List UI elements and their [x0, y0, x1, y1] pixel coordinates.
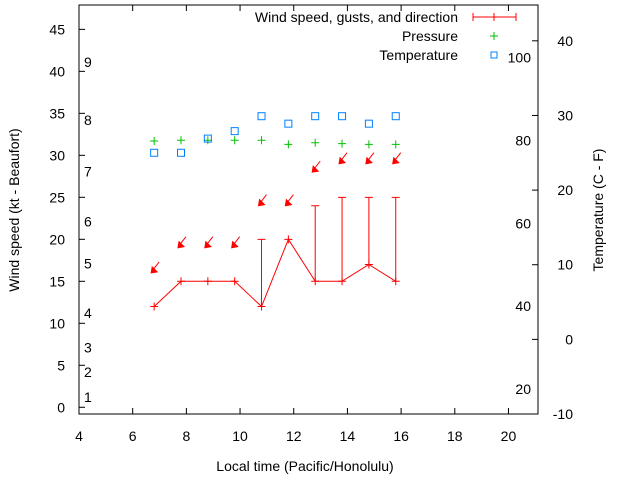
temperature-point [338, 112, 347, 121]
pressure-point [230, 136, 239, 145]
legend-label-temperature: Temperature [379, 47, 458, 63]
fahrenheit-label: 80 [515, 132, 531, 148]
y2-axis-label: Temperature (C - F) [590, 149, 606, 272]
gust-bar [338, 196, 347, 282]
data-marks [150, 112, 402, 311]
temperature-point [364, 119, 373, 128]
wind-speed-point [284, 235, 293, 244]
x-axis-label: Local time (Pacific/Honolulu) [216, 458, 393, 474]
gust-bar [257, 238, 266, 307]
legend: Wind speed, gusts, and direction Pressur… [255, 9, 517, 63]
y-tick-label: 10 [49, 315, 65, 331]
pressure-point [284, 140, 293, 149]
x-tick-label: 20 [501, 428, 517, 444]
temperature-point [257, 112, 266, 121]
y2-tick-label: 0 [565, 331, 573, 347]
temperature-point [230, 127, 239, 136]
wind-direction-arrowhead [231, 240, 239, 249]
beaufort-label: 3 [84, 340, 92, 356]
y-axis-label: Wind speed (kt - Beaufort) [6, 128, 22, 291]
legend-swatch-pressure [490, 32, 498, 40]
pressure-point [177, 136, 185, 145]
y-tick-label: 45 [49, 21, 65, 37]
gust-bar [364, 196, 373, 265]
y-tick-label: 25 [49, 189, 65, 205]
pressure-point [257, 136, 266, 145]
beaufort-label: 5 [84, 256, 92, 272]
axis-ticks: 4 6 8 10 12 14 16 18 20051015202530354045-100102… [49, 5, 573, 444]
pressure-point [311, 138, 320, 147]
temperature-point [150, 148, 159, 157]
x-tick-label: 8 [182, 428, 190, 444]
y-tick-label: 5 [57, 357, 65, 373]
y2-tick-label: -10 [553, 406, 573, 422]
temperature-point [284, 119, 293, 128]
wind-direction-arrowhead [338, 156, 347, 165]
fahrenheit-label: 100 [508, 49, 532, 65]
y-tick-label: 20 [49, 231, 65, 247]
pressure-point [203, 136, 212, 145]
wind-direction-arrowhead [284, 198, 293, 207]
x-tick-label: 4 [75, 428, 83, 444]
pressure-point [364, 140, 373, 149]
x-tick-label: 14 [340, 428, 356, 444]
gust-bar [311, 205, 320, 282]
x-tick-label: 16 [393, 428, 409, 444]
wind-speed-line [153, 238, 397, 308]
beaufort-label: 2 [84, 364, 92, 380]
y2-tick-label: 10 [557, 257, 573, 273]
wind-direction-arrowhead [150, 265, 159, 274]
wind-speed-point [230, 277, 239, 286]
legend-swatch-temperature [490, 51, 498, 59]
beaufort-label: 7 [84, 163, 92, 179]
x-tick-label: 6 [129, 428, 137, 444]
plot-frame [78, 4, 539, 415]
pressure-point [391, 140, 400, 149]
wind-speed-point [203, 277, 212, 286]
y-tick-label: 40 [49, 63, 65, 79]
wind-speed-point [177, 277, 185, 286]
fahrenheit-label: 40 [515, 298, 531, 314]
wind-direction-arrowhead [311, 165, 320, 173]
gust-bar [391, 196, 400, 282]
temperature-point [203, 134, 212, 143]
pressure-point [150, 137, 159, 146]
x-tick-label: 12 [286, 428, 302, 444]
y2-tick-label: 40 [557, 33, 573, 49]
beaufort-label: 4 [84, 305, 92, 321]
wind-direction-arrowhead [365, 156, 373, 165]
legend-label-pressure: Pressure [402, 28, 458, 44]
wind-direction-arrowhead [257, 198, 266, 207]
y-tick-label: 0 [57, 399, 65, 415]
x-tick-label: 10 [232, 428, 248, 444]
y2-tick-label: 20 [557, 182, 573, 198]
temperature-point [311, 112, 320, 121]
y-tick-label: 30 [49, 147, 65, 163]
beaufort-label: 6 [84, 214, 92, 230]
beaufort-label: 8 [84, 112, 92, 128]
wind-direction-arrowhead [177, 240, 186, 249]
wind-direction-arrowhead [204, 240, 212, 249]
temperature-point [177, 148, 185, 157]
wind-direction-arrowhead [392, 156, 400, 165]
fahrenheit-label: 20 [515, 381, 531, 397]
wind-speed-point [150, 302, 159, 311]
pressure-point [338, 139, 347, 148]
y2-tick-label: 30 [557, 107, 573, 123]
legend-label-wind: Wind speed, gusts, and direction [255, 9, 458, 25]
temperature-point [391, 112, 400, 121]
y-tick-label: 35 [49, 105, 65, 121]
y-tick-label: 15 [49, 273, 65, 289]
fahrenheit-label: 60 [515, 215, 531, 231]
beaufort-label: 9 [84, 54, 92, 70]
x-tick-label: 18 [447, 428, 463, 444]
beaufort-label: 1 [84, 389, 92, 405]
